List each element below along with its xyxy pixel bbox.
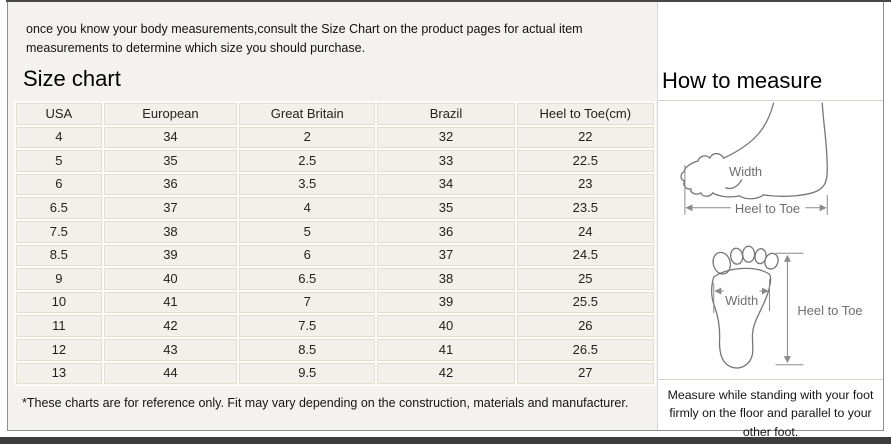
table-cell: 6.5 [239, 268, 376, 290]
column-header: European [103, 103, 238, 125]
footprint-outline [710, 245, 779, 369]
table-cell: 24 [516, 220, 654, 243]
size-chart-table: USA European Great Britain Brazil Heel to To… [14, 101, 656, 387]
table-cell: 24.5 [516, 244, 654, 267]
table-cell: 36 [377, 220, 515, 243]
table-cell: 37 [103, 197, 238, 219]
measure-diagrams: Width Heel to Toe [658, 100, 883, 380]
table-cell: 35 [103, 150, 238, 172]
table-cell: 25 [516, 268, 654, 290]
column-header: Great Britain [239, 103, 376, 125]
side-measure-lines [684, 165, 828, 215]
how-to-measure-title: How to measure [662, 68, 823, 93]
column-header: Heel to Toe(cm) [516, 103, 654, 125]
table-row: 11 42 7.5 40 26 [16, 315, 654, 337]
table-row: 5 35 2.5 33 22.5 [16, 150, 654, 172]
table-cell: 11 [16, 315, 102, 337]
table-row: 9 40 6.5 38 25 [16, 268, 654, 290]
table-cell: 23.5 [516, 197, 654, 219]
table-cell: 34 [377, 173, 515, 196]
table-cell: 13 [16, 362, 102, 385]
table-cell: 36 [103, 173, 238, 196]
table-cell: 10 [16, 291, 102, 314]
table-cell: 39 [103, 244, 238, 267]
table-cell: 38 [377, 268, 515, 290]
table-cell: 42 [377, 362, 515, 385]
table-cell: 27 [516, 362, 654, 385]
bottom-bar [0, 437, 891, 444]
table-cell: 7 [239, 291, 376, 314]
size-chart-title: Size chart [23, 66, 121, 91]
table-cell: 22.5 [516, 150, 654, 172]
table-cell: 22 [516, 126, 654, 149]
table-cell: 9.5 [239, 362, 376, 385]
table-row: 13 44 9.5 42 27 [16, 362, 654, 385]
table-header: USA European Great Britain Brazil Heel to To… [16, 103, 654, 125]
table-cell: 2.5 [239, 150, 376, 172]
foot-side-outline [680, 102, 828, 200]
table-cell: 23 [516, 173, 654, 196]
table-cell: 8.5 [16, 244, 102, 267]
table-cell: 7.5 [239, 315, 376, 337]
foot-side-view-diagram: Width Heel to Toe [680, 102, 828, 216]
table-cell: 35 [377, 197, 515, 219]
table-cell: 40 [103, 268, 238, 290]
content-frame: once you know your body measurements,con… [7, 2, 884, 439]
table-row: 4 34 2 32 22 [16, 126, 654, 149]
table-cell: 6.5 [16, 197, 102, 219]
table-cell: 6 [16, 173, 102, 196]
table-cell: 41 [377, 338, 515, 361]
table-cell: 26 [516, 315, 654, 337]
table-cell: 4 [16, 126, 102, 149]
header-row: USA European Great Britain Brazil Heel to To… [16, 103, 654, 125]
measure-note: Measure while standing with your foot fi… [667, 388, 874, 439]
table-cell: 33 [377, 150, 515, 172]
table-cell: 41 [103, 291, 238, 314]
footnote-text: *These charts are for reference only. Fi… [22, 396, 629, 410]
table-row: 10 41 7 39 25.5 [16, 291, 654, 314]
table-row: 6 36 3.5 34 23 [16, 173, 654, 196]
table-row: 6.5 37 4 35 23.5 [16, 197, 654, 219]
table-row: 8.5 39 6 37 24.5 [16, 244, 654, 267]
table-cell: 5 [239, 220, 376, 243]
table-row: 12 43 8.5 41 26.5 [16, 338, 654, 361]
table-cell: 44 [103, 362, 238, 385]
table-cell: 8.5 [239, 338, 376, 361]
table-cell: 5 [16, 150, 102, 172]
table-cell: 32 [377, 126, 515, 149]
table-body: 4 34 2 32 22 5 35 2.5 33 22.5 6 36 3.5 34 23 6.5 37 4 35 23… [16, 126, 654, 385]
sole-heel-to-toe-label: Heel to Toe [797, 303, 862, 318]
size-chart-panel: once you know your body measurements,con… [8, 2, 657, 430]
table-cell: 43 [103, 338, 238, 361]
table-cell: 42 [103, 315, 238, 337]
sole-width-label: Width [725, 293, 758, 308]
table-cell: 26.5 [516, 338, 654, 361]
column-header: USA [16, 103, 102, 125]
sole-measure-lines [713, 252, 804, 366]
table-cell: 4 [239, 197, 376, 219]
table-cell: 39 [377, 291, 515, 314]
table-cell: 40 [377, 315, 515, 337]
column-header: Brazil [377, 103, 515, 125]
table-cell: 2 [239, 126, 376, 149]
table-cell: 7.5 [16, 220, 102, 243]
table-row: 7.5 38 5 36 24 [16, 220, 654, 243]
table-cell: 34 [103, 126, 238, 149]
table-cell: 9 [16, 268, 102, 290]
table-cell: 6 [239, 244, 376, 267]
table-cell: 38 [103, 220, 238, 243]
table-cell: 3.5 [239, 173, 376, 196]
how-to-measure-panel: How to measure [657, 2, 883, 439]
table-cell: 37 [377, 244, 515, 267]
side-width-label: Width [729, 164, 762, 179]
side-heel-to-toe-label: Heel to Toe [735, 201, 800, 216]
table-cell: 25.5 [516, 291, 654, 314]
table-cell: 12 [16, 338, 102, 361]
intro-text: once you know your body measurements,con… [26, 22, 583, 56]
foot-sole-view-diagram: Width Heel to Toe [710, 245, 863, 369]
top-border-line [6, 0, 891, 2]
